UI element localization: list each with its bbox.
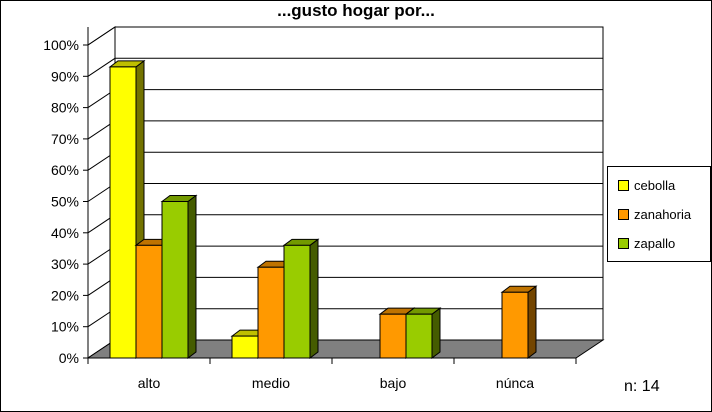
legend-label-zanahoria: zanahoria bbox=[634, 206, 692, 222]
bar-side bbox=[431, 307, 441, 359]
x-tick-label: núnca bbox=[496, 375, 534, 391]
bar-zapallo-medio bbox=[282, 238, 320, 359]
bar-zapallo-alto bbox=[160, 194, 198, 359]
gridline bbox=[87, 57, 603, 77]
legend-swatch-zanahoria bbox=[618, 208, 629, 220]
bars bbox=[108, 59, 538, 359]
bar-front bbox=[161, 201, 189, 359]
bar-zapallo-bajo bbox=[404, 307, 442, 359]
y-tick-label: 60% bbox=[51, 162, 79, 178]
y-tick-label: 100% bbox=[43, 37, 79, 53]
y-axis-ticks: 0% 10% 20% 30% 40% 50% 60% 70% 80% 90% 100% bbox=[43, 37, 88, 366]
bar-side bbox=[527, 285, 537, 359]
bar-side bbox=[187, 194, 197, 359]
bar-front bbox=[501, 291, 529, 359]
bar-front bbox=[405, 313, 433, 359]
bar-zanahoria-núnca bbox=[500, 285, 538, 359]
y-tick-label: 30% bbox=[51, 256, 79, 272]
bar-front bbox=[135, 244, 163, 359]
y-tick-label: 10% bbox=[51, 319, 79, 335]
y-tick-label: 90% bbox=[51, 68, 79, 84]
sample-size-note: n: 14 bbox=[624, 378, 660, 395]
legend-label-zapallo: zapallo bbox=[634, 235, 676, 251]
y-tick-label: 70% bbox=[51, 131, 79, 147]
gridline bbox=[87, 26, 603, 46]
legend-item-zanahoria: zanahoria bbox=[618, 206, 691, 222]
x-tick-label: alto bbox=[138, 375, 161, 391]
bar-front bbox=[379, 313, 407, 359]
y-tick-label: 50% bbox=[51, 194, 79, 210]
x-tick-label: bajo bbox=[380, 375, 407, 391]
bar-front bbox=[109, 66, 137, 359]
bar-front bbox=[231, 335, 259, 359]
bar-side bbox=[309, 238, 319, 359]
x-axis-ticks: alto medio bajo núnca bbox=[87, 358, 577, 391]
legend-item-zapallo: zapallo bbox=[618, 235, 675, 251]
bar-front bbox=[257, 266, 285, 359]
bar-front bbox=[283, 244, 311, 359]
y-tick-label: 80% bbox=[51, 100, 79, 116]
legend-swatch-zapallo bbox=[618, 237, 629, 249]
y-tick-label: 0% bbox=[59, 350, 79, 366]
legend-label-cebolla: cebolla bbox=[634, 177, 676, 193]
y-tick-label: 20% bbox=[51, 287, 79, 303]
x-tick-label: medio bbox=[252, 375, 290, 391]
chart-title: ...gusto hogar por... bbox=[277, 1, 435, 20]
legend-swatch-cebolla bbox=[618, 179, 629, 191]
legend-item-cebolla: cebolla bbox=[618, 177, 675, 193]
legend: cebolla zanahoria zapallo bbox=[607, 166, 711, 262]
y-tick-label: 40% bbox=[51, 225, 79, 241]
